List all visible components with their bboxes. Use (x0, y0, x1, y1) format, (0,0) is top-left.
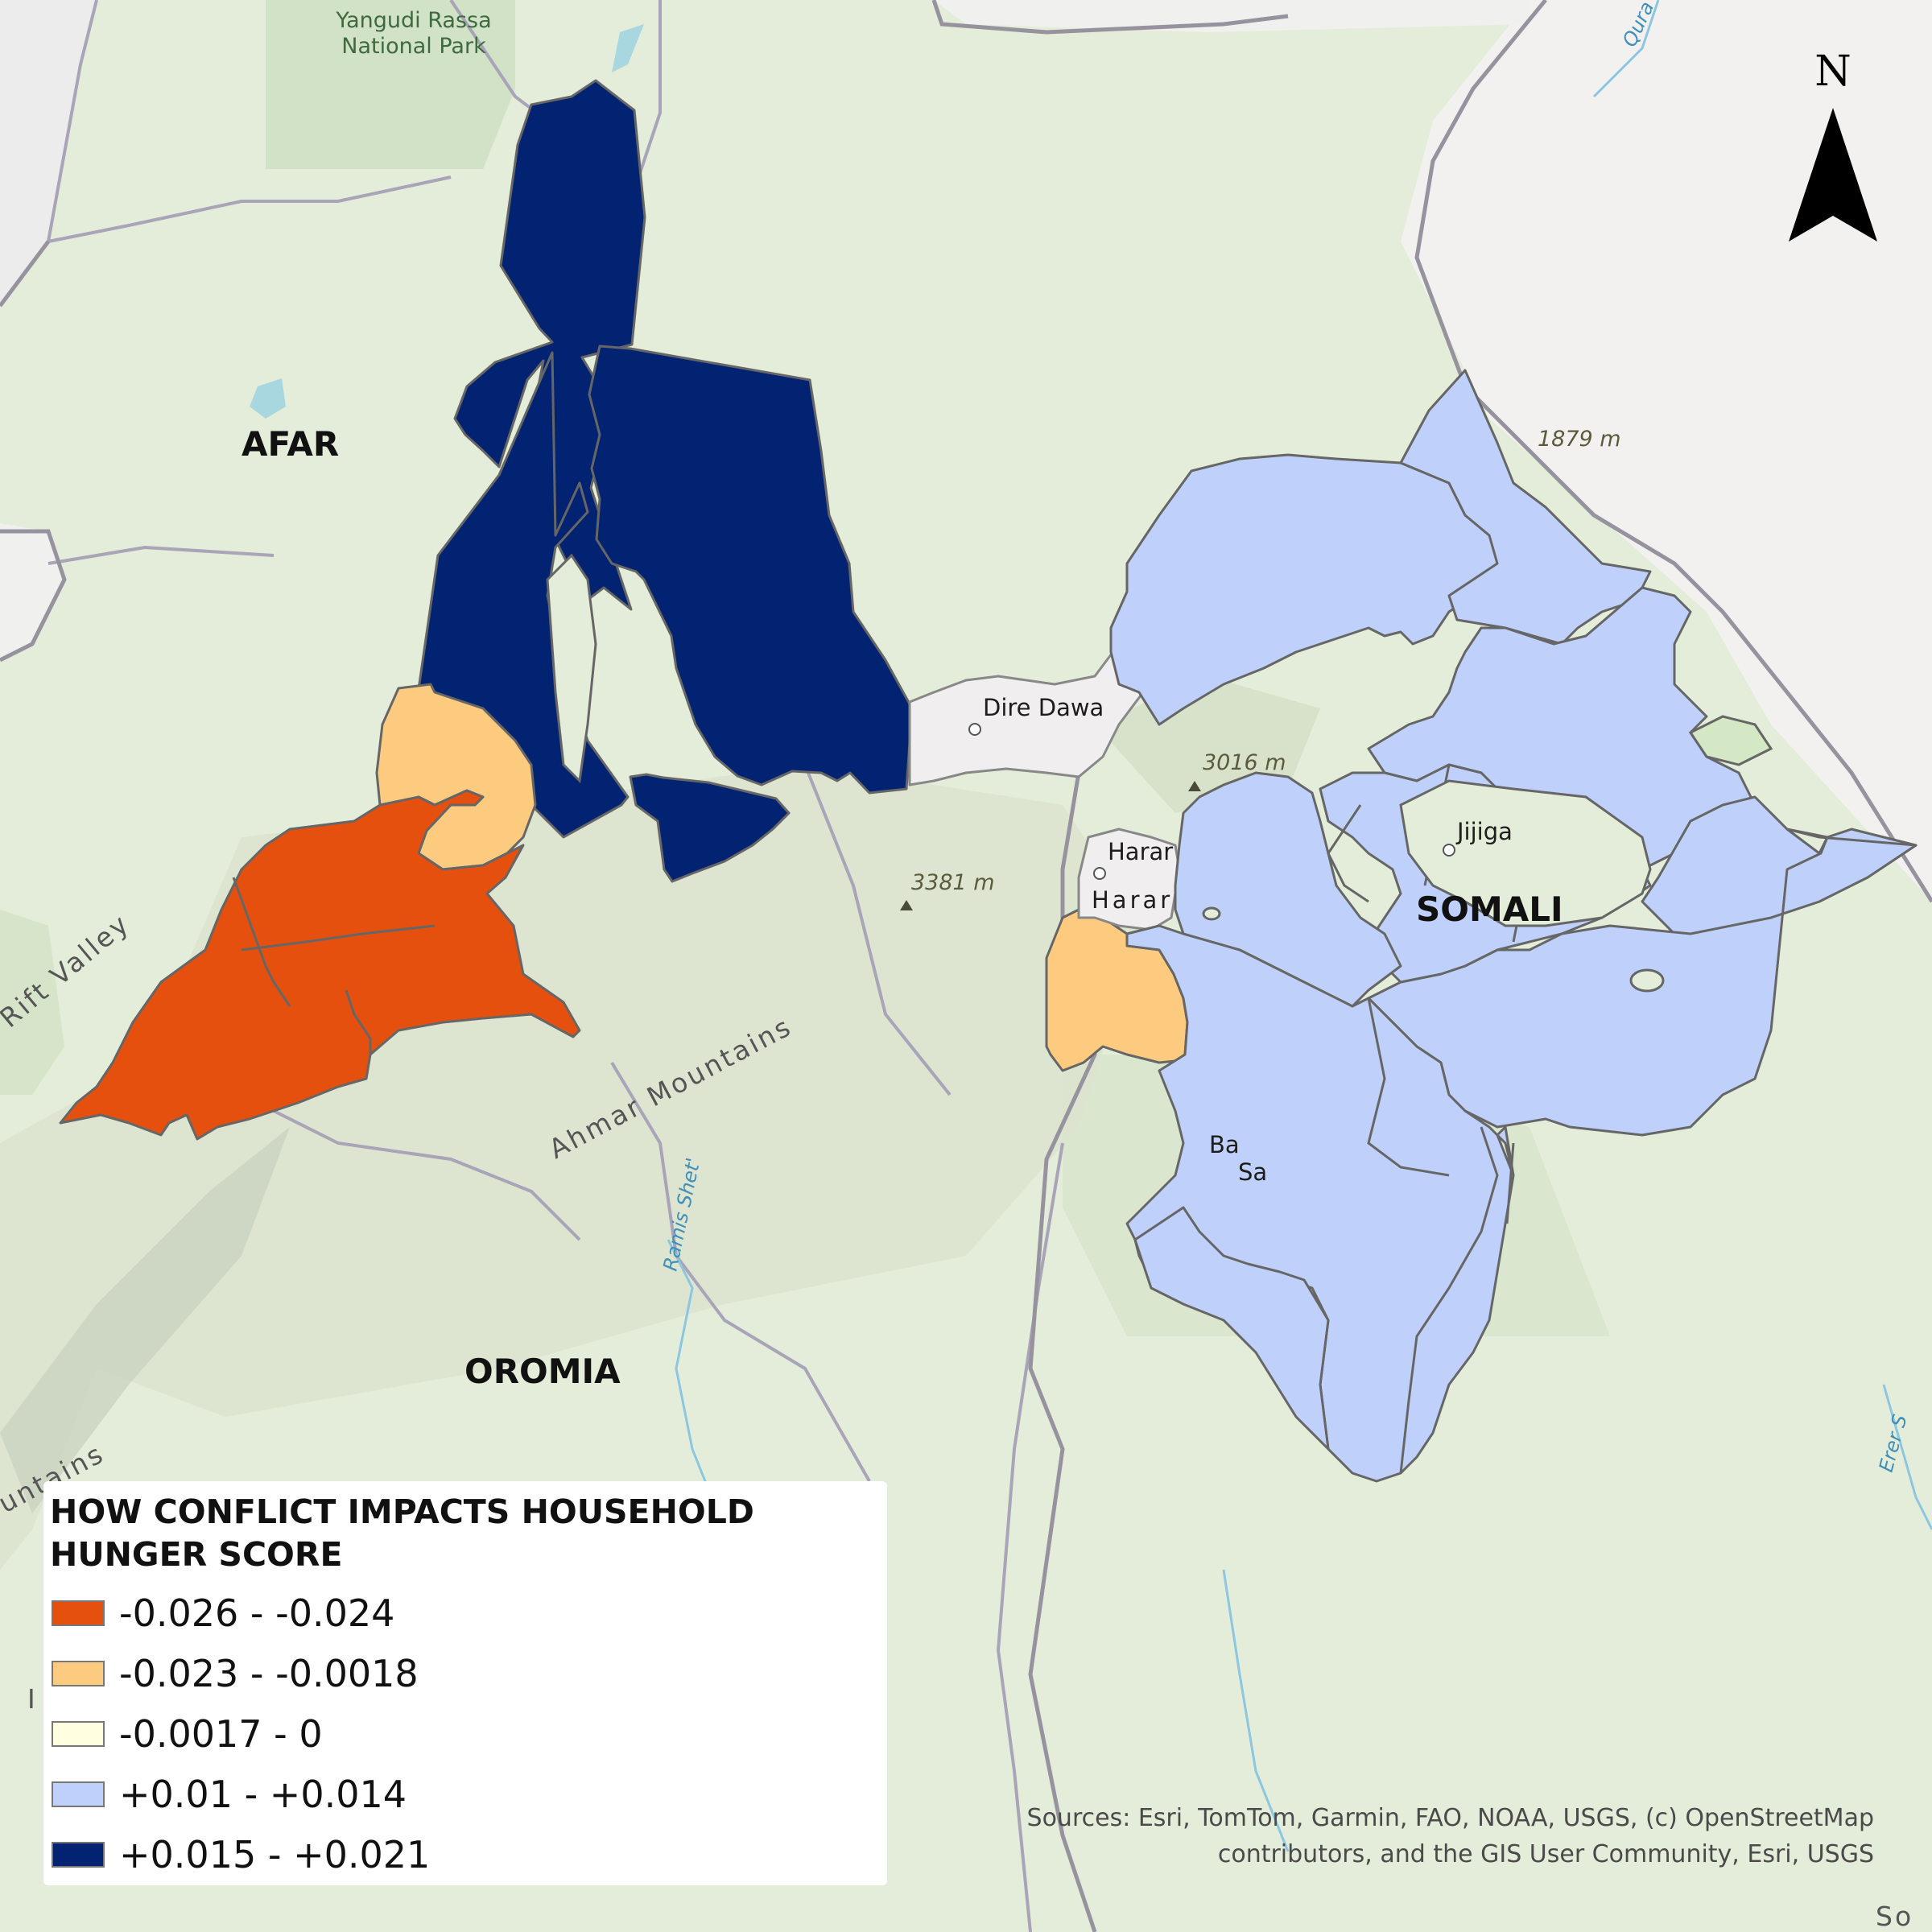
district-harar[interactable] (1077, 828, 1181, 931)
north-arrow: N (1789, 47, 1877, 242)
basemap-lake-2 (612, 24, 644, 72)
legend-label: +0.01 - +0.014 (119, 1773, 407, 1816)
basemap-rift-park (0, 910, 64, 1095)
choropleth-layer (59, 79, 1918, 1483)
region-label-somali: SOMALI (1416, 890, 1563, 929)
region-label-afar: AFAR (242, 424, 339, 464)
legend-swatch (52, 1600, 105, 1626)
legend-title: HOW CONFLICT IMPACTS HOUSEHOLD HUNGER SC… (50, 1492, 754, 1574)
city-label-jijiga: Jijiga (1455, 818, 1513, 845)
legend-swatch (52, 1781, 105, 1807)
enclave-east (1629, 968, 1665, 993)
city-label-dire-dawa: Dire Dawa (983, 694, 1104, 721)
legend-swatch (52, 1721, 105, 1747)
edge-label-i: I (27, 1683, 38, 1715)
sources-line-1: Sources: Esri, TomTom, Garmin, FAO, NOAA… (1026, 1804, 1874, 1832)
legend-swatch (52, 1661, 105, 1686)
district-light-blue-ne[interactable] (1399, 369, 1652, 646)
legend-label: +0.015 - +0.021 (119, 1833, 431, 1876)
enclave-green-east (1688, 715, 1773, 766)
map-sources-credit: Sources: Esri, TomTom, Garmin, FAO, NOAA… (908, 1800, 1874, 1872)
district-dark-blue-east[interactable] (588, 345, 914, 795)
partial-label-ba: Ba (1209, 1131, 1240, 1158)
basemap-afar-highlands-2 (0, 523, 64, 660)
region-label-harar: Harar (1092, 886, 1173, 914)
city-marker-harar (1093, 867, 1106, 880)
district-orange[interactable] (59, 789, 581, 1141)
region-label-oromia: OROMIA (464, 1352, 621, 1391)
city-marker-dire-dawa (968, 723, 981, 736)
legend-label: -0.023 - -0.0018 (119, 1652, 419, 1695)
river-line (667, 0, 1932, 1852)
peak-label-3016: 3016 m (1203, 750, 1286, 775)
basemap-afar-highlands (0, 0, 97, 306)
map-legend: HOW CONFLICT IMPACTS HOUSEHOLD HUNGER SC… (43, 1481, 887, 1885)
city-marker-jijiga (1443, 844, 1455, 857)
legend-label: -0.026 - -0.024 (119, 1591, 395, 1635)
edge-label-so: So (1876, 1901, 1913, 1932)
basemap-lake (250, 378, 286, 419)
peak-label-3381: 3381 m (911, 870, 995, 895)
park-label-line2: National Park (341, 34, 486, 59)
basemap-north-strip (934, 0, 1530, 32)
legend-swatch (52, 1842, 105, 1868)
north-arrow-letter: N (1814, 47, 1852, 96)
district-dark-blue-south[interactable] (629, 773, 791, 883)
enclave-north-green (546, 553, 597, 784)
admin-boundary-line (47, 0, 1064, 1932)
district-light-blue-far-south[interactable] (1133, 1206, 1330, 1451)
park-label-line1: Yangudi Rassa (335, 8, 491, 33)
enclave-harar (1202, 906, 1221, 921)
peak-label-1879: 1879 m (1538, 427, 1621, 452)
basemap-ridge (0, 1127, 290, 1513)
basemap-park (266, 0, 515, 169)
city-label-harar: Harar (1108, 838, 1173, 865)
enclave-jijiga (1399, 779, 1652, 927)
north-arrow-icon (1789, 108, 1877, 242)
partial-label-sa: Sa (1238, 1158, 1267, 1186)
sources-line-2: contributors, and the GIS User Community… (1217, 1840, 1874, 1868)
legend-label: -0.0017 - 0 (119, 1712, 323, 1756)
